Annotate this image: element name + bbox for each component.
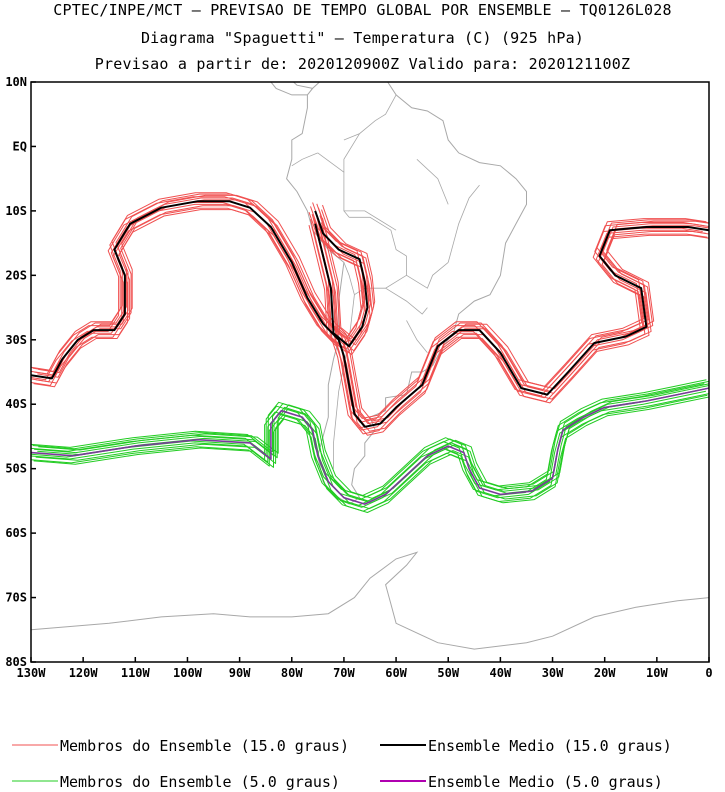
legend-label: Membros do Ensemble (5.0 graus) bbox=[60, 773, 340, 791]
ensemble-member-line bbox=[35, 393, 709, 510]
plot-frame bbox=[30, 81, 710, 663]
lat-tick-label: EQ bbox=[13, 139, 27, 153]
title-line-2: Diagrama "Spaguetti" — Temperatura (C) (… bbox=[140, 29, 585, 47]
ensemble-member-layer bbox=[31, 192, 709, 513]
ensemble-member-line bbox=[32, 380, 709, 498]
lat-tick-label: 40S bbox=[5, 397, 27, 411]
lon-tick-label: 130W bbox=[17, 666, 47, 680]
lon-tick-label: 40W bbox=[490, 666, 512, 680]
longitude-axis: 130W 120W 110W 100W 90W 80W 70W 60W 50W 40W 30W 20W… bbox=[17, 657, 713, 680]
lon-tick-label: 50W bbox=[437, 666, 459, 680]
country-border bbox=[343, 94, 397, 141]
ensemble-member-line bbox=[37, 199, 709, 426]
ensemble-member-line bbox=[322, 204, 376, 341]
lat-tick-label: 50S bbox=[5, 462, 27, 476]
country-border bbox=[291, 152, 318, 167]
ensemble-member-line bbox=[31, 390, 707, 508]
title-line-3: Previsao a partir de: 2020120900Z Valido… bbox=[94, 55, 631, 73]
ensemble-mean-line-15 bbox=[314, 210, 369, 348]
caribbean-coastline bbox=[292, 82, 313, 89]
ensemble-member-line bbox=[317, 219, 371, 356]
lon-tick-label: 20W bbox=[594, 666, 616, 680]
lat-tick-label: 70S bbox=[5, 591, 27, 605]
legend-label: Ensemble Medio (5.0 graus) bbox=[428, 773, 663, 791]
ensemble-member-line bbox=[33, 396, 709, 513]
lat-tick-label: 60S bbox=[5, 526, 27, 540]
ensemble-member-line bbox=[32, 193, 709, 421]
ensemble-member-line bbox=[31, 202, 703, 429]
country-border bbox=[416, 159, 449, 205]
lon-tick-label: 10W bbox=[646, 666, 668, 680]
ensemble-mean-layer bbox=[31, 200, 709, 505]
latitude-axis: 10N EQ 10S 20S 30S 40S 50S 60S 70S 80S bbox=[5, 75, 36, 669]
lat-tick-label: 30S bbox=[5, 333, 27, 347]
country-border bbox=[349, 216, 407, 257]
lon-tick-label: 110W bbox=[121, 666, 151, 680]
ensemble-member-line bbox=[31, 394, 708, 512]
antarctica-coastline bbox=[31, 551, 709, 650]
country-border bbox=[317, 152, 350, 218]
lon-tick-label: 0 bbox=[705, 666, 712, 680]
lat-tick-label: 80S bbox=[5, 655, 27, 669]
lon-tick-label: 120W bbox=[69, 666, 99, 680]
lon-tick-label: 60W bbox=[385, 666, 407, 680]
lon-tick-label: 80W bbox=[281, 666, 303, 680]
country-border bbox=[385, 287, 428, 315]
lon-tick-label: 30W bbox=[542, 666, 564, 680]
country-border bbox=[333, 294, 355, 469]
ensemble-member-line bbox=[38, 194, 709, 422]
ensemble-member-line bbox=[38, 383, 709, 499]
country-border bbox=[406, 262, 449, 289]
lon-tick-label: 90W bbox=[229, 666, 251, 680]
country-border bbox=[343, 133, 360, 173]
ensemble-mean-line-5 bbox=[31, 387, 709, 505]
lon-tick-label: 100W bbox=[173, 666, 203, 680]
country-border bbox=[343, 262, 355, 295]
ensemble-mean-line-15 bbox=[31, 200, 709, 428]
country-border bbox=[343, 210, 397, 231]
lat-tick-label: 20S bbox=[5, 268, 27, 282]
legend-label: Ensemble Medio (15.0 graus) bbox=[428, 737, 672, 755]
country-border bbox=[447, 184, 480, 263]
lat-tick-label: 10S bbox=[5, 204, 27, 218]
legend: Membros do Ensemble (15.0 graus) Ensemble… bbox=[12, 737, 672, 791]
lon-tick-label: 70W bbox=[333, 666, 355, 680]
legend-label: Membros do Ensemble (15.0 graus) bbox=[60, 737, 349, 755]
country-border bbox=[406, 320, 428, 353]
ensemble-member-line bbox=[31, 379, 707, 497]
title-line-1: CPTEC/INPE/MCT — PREVISAO DE TEMPO GLOBA… bbox=[53, 1, 672, 19]
lat-tick-label: 10N bbox=[5, 75, 27, 89]
central-america-coastline bbox=[270, 82, 308, 96]
ensemble-member-line bbox=[37, 387, 709, 504]
ensemble-member-line bbox=[34, 197, 709, 425]
ensemble-member-line bbox=[33, 209, 709, 436]
coastline-layer bbox=[31, 82, 709, 650]
